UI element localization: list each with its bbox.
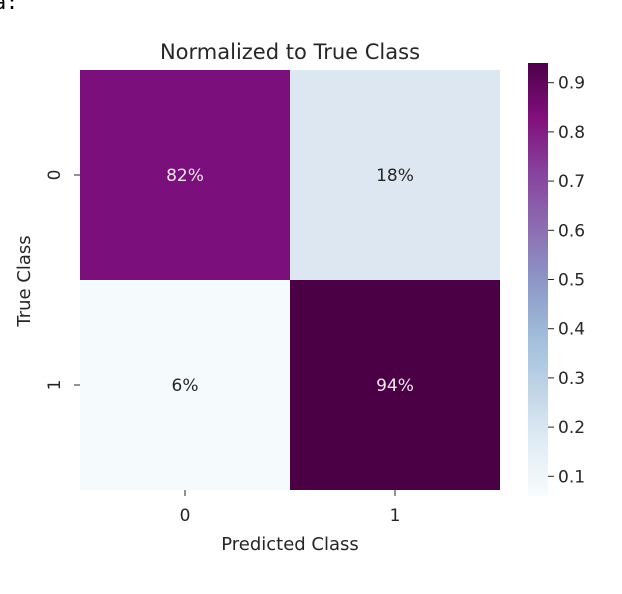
y-axis: 01: [45, 170, 80, 391]
heatmap-cells: [80, 70, 500, 490]
colorbar-tick-label-7: 0.8: [558, 123, 585, 143]
y-tick-label-1: 1: [45, 380, 65, 391]
cell-label-r1-c1: 94%: [376, 376, 414, 396]
colorbar-tick-label-0: 0.1: [558, 467, 585, 487]
colorbar: [528, 63, 548, 496]
heatmap-cell-r0-c1: [290, 70, 500, 280]
cell-label-r1-c0: 6%: [172, 376, 199, 396]
colorbar-tick-label-5: 0.6: [558, 221, 585, 241]
heatmap-cell-labels: 82% 18% 6% 94%: [166, 166, 414, 396]
y-tick-label-0: 0: [45, 170, 65, 181]
colorbar-tick-label-3: 0.4: [558, 320, 585, 340]
cell-label-r0-c1: 18%: [376, 166, 414, 186]
cell-label-r0-c0: 82%: [166, 166, 204, 186]
heatmap-cell-r1-c1: [290, 280, 500, 490]
colorbar-tick-label-4: 0.5: [558, 271, 585, 291]
top-cut-text: a:: [0, 0, 18, 14]
heatmap-cell-r0-c0: [80, 70, 290, 280]
colorbar-tick-label-8: 0.9: [558, 74, 585, 94]
x-tick-label-1: 1: [390, 506, 401, 526]
chart-title: Normalized to True Class: [160, 40, 420, 64]
colorbar-tick-label-2: 0.3: [558, 369, 585, 389]
colorbar-ticks: 0.1 0.2 0.3 0.4 0.5 0.6 0.7 0.8 0.9: [548, 74, 585, 487]
x-tick-label-0: 0: [180, 506, 191, 526]
colorbar-tick-label-6: 0.7: [558, 172, 585, 192]
colorbar-tick-label-1: 0.2: [558, 418, 585, 438]
heatmap-cell-r1-c0: [80, 280, 290, 490]
x-axis-label: Predicted Class: [221, 534, 359, 555]
y-axis-label: True Class: [14, 235, 35, 327]
